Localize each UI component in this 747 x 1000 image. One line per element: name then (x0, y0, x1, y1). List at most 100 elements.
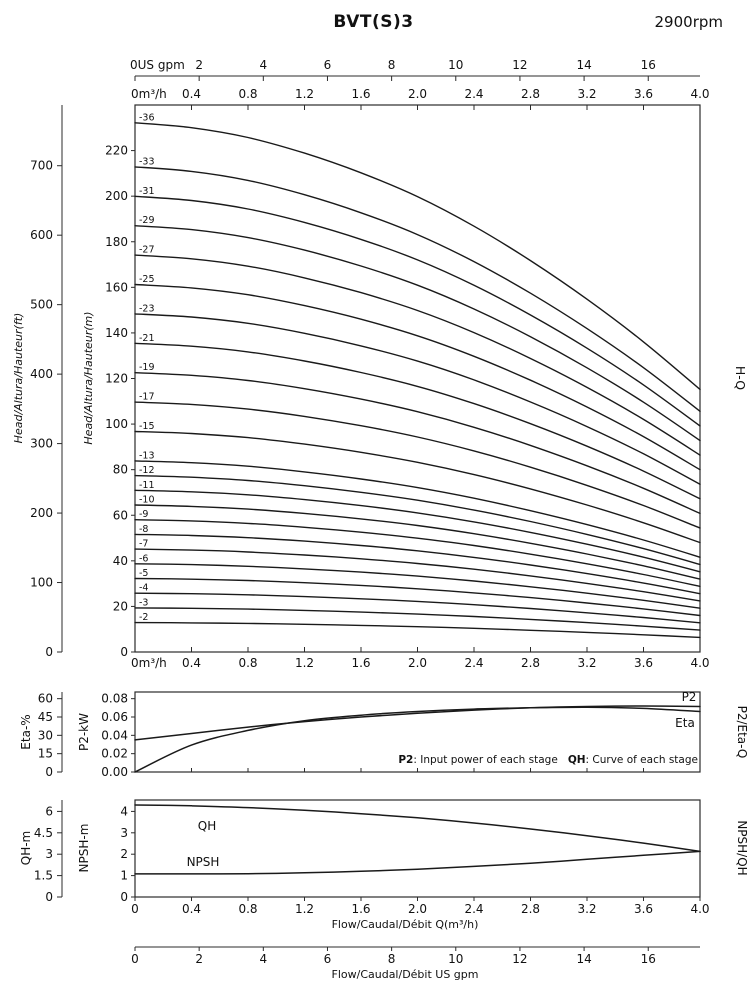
qh-axis-label: QH-m (19, 831, 33, 866)
note-qh-term: QH (567, 754, 586, 766)
x-m3h-tick-label: 0 (131, 902, 139, 916)
stage-curve-7 (134, 548, 701, 602)
hq-plot-frame (134, 104, 701, 653)
x-m3h-tick-label: 3.6 (634, 902, 653, 916)
head-m-tick-label: 180 (105, 235, 128, 249)
head-m-tick-label: 40 (113, 554, 128, 568)
m3h-bottom-tick-label: 4.0 (690, 656, 709, 670)
m3h-top-tick-label: 1.2 (295, 87, 314, 101)
x-m3h-tick-label: 2.4 (464, 902, 483, 916)
m3h-top-tick-label: 2.4 (464, 87, 483, 101)
head-m-tick-label: 80 (113, 463, 128, 477)
m3h-top-tick-label: 0.8 (238, 87, 257, 101)
stage-curve-4 (134, 592, 701, 624)
curve-qh (134, 804, 701, 853)
x-m3h-tick-label: 1.6 (351, 902, 370, 916)
stage-label: -13 (139, 450, 155, 461)
m3h-top-tick-label: 3.2 (577, 87, 596, 101)
x-m3h-tick-label: 2.8 (521, 902, 540, 916)
m3h-bottom-tick-label: 0.4 (182, 656, 201, 670)
m3h-top-tick-label: 2.0 (408, 87, 427, 101)
m3h-bottom-tick-label: 1.2 (295, 656, 314, 670)
stage-label: -12 (139, 465, 155, 476)
top-gpm-tick-label: 2 (195, 58, 203, 72)
stage-label: -5 (139, 568, 148, 579)
note-qh-desc: : Curve of each stage (585, 754, 698, 766)
top-gpm-tick-label: 10 (448, 58, 463, 72)
stage-curve-33 (134, 166, 701, 412)
stage-label: -29 (139, 215, 155, 226)
head-ft-tick-label: 700 (30, 159, 53, 173)
chart-title: BVT(S)3 (333, 12, 414, 32)
qh-tick-label: 6 (45, 804, 53, 818)
x-m3h-tick-label: 0.4 (182, 902, 201, 916)
stage-curve-31 (134, 195, 701, 427)
m3h-bottom-tick-label: 0m³/h (131, 656, 167, 670)
eta-tick-label: 0 (45, 765, 53, 779)
x-m3h-axis-label: Flow/Caudal/Débit Q(m³/h) (332, 918, 479, 931)
npshqh-plot-frame (134, 799, 701, 898)
stage-curve-21 (134, 342, 701, 500)
stage-curve-17 (134, 401, 701, 529)
eta-tick-label: 30 (38, 728, 53, 742)
x-gpm-tick-label: 10 (448, 952, 463, 966)
p2-tick-label: 0.08 (101, 692, 128, 706)
npsh-tick-label: 2 (120, 847, 128, 861)
stage-curve-29 (134, 225, 701, 442)
stage-label: -8 (139, 524, 148, 535)
stage-curve-8 (134, 533, 701, 595)
qh-curve-label: QH (198, 819, 216, 833)
stage-label: -15 (139, 421, 155, 432)
x-gpm-tick-label: 12 (512, 952, 527, 966)
x-gpm-tick-label: 0 (131, 952, 139, 966)
npsh-tick-label: 1 (120, 869, 128, 883)
head-m-tick-label: 140 (105, 326, 128, 340)
p2-axis-label: P2-kW (77, 713, 91, 751)
top-gpm-tick-label: 4 (259, 58, 267, 72)
stage-curve-12 (134, 474, 701, 566)
npsh-tick-label: 0 (120, 890, 128, 904)
stage-label: -10 (139, 494, 155, 505)
qh-tick-label: 1.5 (34, 869, 53, 883)
head-ft-axis-label: Head/Altura/Hauteur(ft) (12, 313, 25, 444)
stage-curve-10 (134, 504, 701, 580)
stage-curve-25 (134, 283, 701, 471)
x-m3h-tick-label: 3.2 (577, 902, 596, 916)
hq-right-label: H-Q (733, 366, 747, 390)
stage-label: -33 (139, 156, 155, 167)
stage-label: -36 (139, 112, 155, 123)
qh-tick-label: 3 (45, 847, 53, 861)
stage-curve-3 (134, 607, 701, 631)
stage-curve-15 (134, 430, 701, 544)
curve-eta (134, 706, 701, 773)
x-m3h-tick-label: 2.0 (408, 902, 427, 916)
stage-label: -6 (139, 553, 148, 564)
head-m-tick-label: 160 (105, 280, 128, 294)
top-gpm-tick-label: 14 (576, 58, 591, 72)
stage-label: -25 (139, 274, 155, 285)
head-ft-tick-label: 200 (30, 506, 53, 520)
p2-tick-label: 0.02 (101, 747, 128, 761)
top-gpm-tick-label: 0US gpm (130, 58, 185, 72)
stage-label: -27 (139, 245, 155, 256)
stage-label: -31 (139, 186, 155, 197)
npsh-curve-label: NPSH (187, 855, 220, 869)
eta-tick-label: 15 (38, 747, 53, 761)
stage-label: -11 (139, 480, 155, 491)
top-gpm-tick-label: 12 (512, 58, 527, 72)
top-gpm-tick-label: 6 (324, 58, 332, 72)
stage-curve-13 (134, 460, 701, 558)
stage-curve-23 (134, 313, 701, 485)
m3h-bottom-tick-label: 2.8 (521, 656, 540, 670)
head-ft-tick-label: 600 (30, 228, 53, 242)
npshqh-right-label: NPSH/QH (735, 820, 747, 875)
m3h-top-tick-label: 0.4 (182, 87, 201, 101)
m3h-bottom-tick-label: 1.6 (351, 656, 370, 670)
x-gpm-axis-label: Flow/Caudal/Débit US gpm (332, 968, 479, 981)
head-m-tick-label: 220 (105, 144, 128, 158)
rpm-label: 2900rpm (654, 13, 723, 31)
npsh-tick-label: 3 (120, 826, 128, 840)
top-gpm-tick-label: 16 (641, 58, 656, 72)
